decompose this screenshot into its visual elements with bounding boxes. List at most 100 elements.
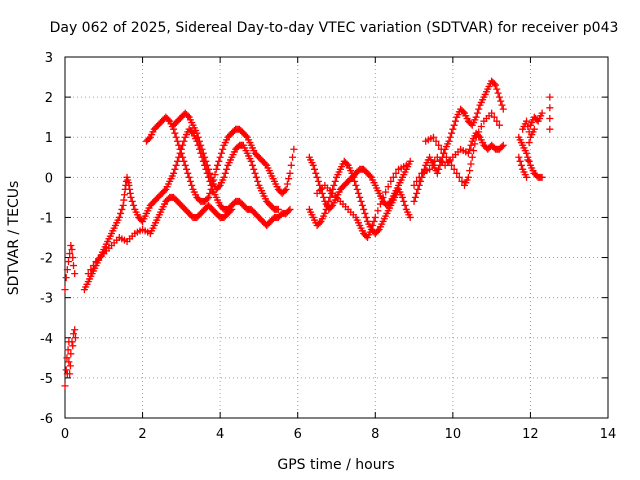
data-point	[205, 193, 213, 201]
data-point	[203, 161, 211, 169]
data-point	[201, 153, 209, 161]
data-point	[179, 153, 187, 161]
series-track-f	[305, 157, 414, 237]
data-point	[495, 93, 503, 101]
data-point	[215, 157, 223, 165]
data-point	[261, 160, 269, 168]
y-tick-label: 2	[45, 91, 53, 106]
data-point	[214, 161, 222, 169]
data-point	[289, 153, 297, 161]
axis-ticks	[64, 56, 609, 419]
data-point	[497, 97, 505, 105]
data-point	[212, 165, 220, 173]
data-point	[274, 205, 282, 213]
data-point	[70, 330, 78, 338]
data-point	[62, 274, 70, 282]
y-tick-label: -5	[40, 372, 53, 387]
data-point	[468, 153, 476, 161]
data-point	[515, 153, 523, 161]
data-point	[65, 358, 73, 366]
grid	[65, 57, 608, 418]
data-point	[471, 140, 479, 148]
data-point	[202, 157, 210, 165]
data-point	[523, 117, 531, 125]
data-point	[343, 160, 351, 168]
x-tick-label: 8	[371, 427, 379, 442]
data-point	[458, 177, 466, 185]
data-point	[312, 169, 320, 177]
data-point	[317, 185, 325, 193]
data-point	[215, 183, 223, 191]
data-point	[282, 185, 290, 193]
data-point	[63, 266, 71, 274]
chart-title: Day 062 of 2025, Sidereal Day-to-day VTE…	[50, 20, 619, 36]
x-tick-label: 2	[138, 427, 146, 442]
data-point	[251, 169, 259, 177]
data-point	[499, 105, 507, 113]
data-point	[242, 132, 250, 140]
data-point	[546, 104, 554, 112]
x-tick-label: 12	[522, 427, 539, 442]
data-point	[475, 128, 483, 136]
data-point	[449, 125, 457, 133]
data-point	[252, 173, 260, 181]
data-point	[387, 177, 395, 185]
data-point	[71, 326, 79, 334]
data-point	[349, 173, 357, 181]
data-point	[523, 149, 531, 157]
series-cluster-early-high	[61, 242, 79, 294]
x-tick-label: 10	[445, 427, 462, 442]
data-point	[429, 133, 437, 141]
data-point	[413, 177, 421, 185]
data-point	[206, 169, 214, 177]
data-point	[115, 213, 123, 221]
data-point	[63, 354, 71, 362]
data-point	[186, 177, 194, 185]
series-track-j	[422, 109, 503, 189]
y-tick-label: -6	[40, 412, 53, 427]
data-point	[184, 169, 192, 177]
data-point	[459, 108, 467, 116]
data-point	[64, 346, 72, 354]
data-point	[410, 197, 418, 205]
data-point	[250, 165, 258, 173]
data-point	[426, 165, 434, 173]
data-point	[64, 258, 72, 266]
data-point	[435, 141, 443, 149]
data-point	[432, 137, 440, 145]
data-point	[538, 109, 546, 117]
y-axis-label: SDTVAR / TECUs	[6, 181, 22, 296]
data-point	[70, 262, 78, 270]
data-point	[437, 145, 445, 153]
data-point	[353, 185, 361, 193]
data-point	[428, 161, 436, 169]
data-points	[61, 77, 554, 390]
data-point	[217, 149, 225, 157]
data-point	[71, 270, 79, 278]
data-point	[211, 171, 219, 179]
data-point	[493, 85, 501, 93]
data-point	[66, 362, 74, 370]
data-point	[451, 117, 459, 125]
data-point	[494, 89, 502, 97]
data-point	[254, 177, 262, 185]
data-point	[384, 183, 392, 191]
data-point	[171, 129, 179, 137]
data-point	[171, 165, 179, 173]
data-point	[352, 181, 360, 189]
data-point	[145, 135, 153, 143]
data-point	[130, 201, 138, 209]
data-point	[180, 137, 188, 145]
data-point	[322, 205, 330, 213]
data-point	[475, 105, 483, 113]
x-axis-label: GPS time / hours	[277, 457, 394, 473]
data-point	[311, 165, 319, 173]
data-point	[410, 181, 418, 189]
data-point	[493, 117, 501, 125]
data-point	[184, 112, 192, 120]
data-point	[369, 221, 377, 229]
data-point	[464, 173, 472, 181]
data-point	[450, 121, 458, 129]
data-point	[413, 189, 421, 197]
